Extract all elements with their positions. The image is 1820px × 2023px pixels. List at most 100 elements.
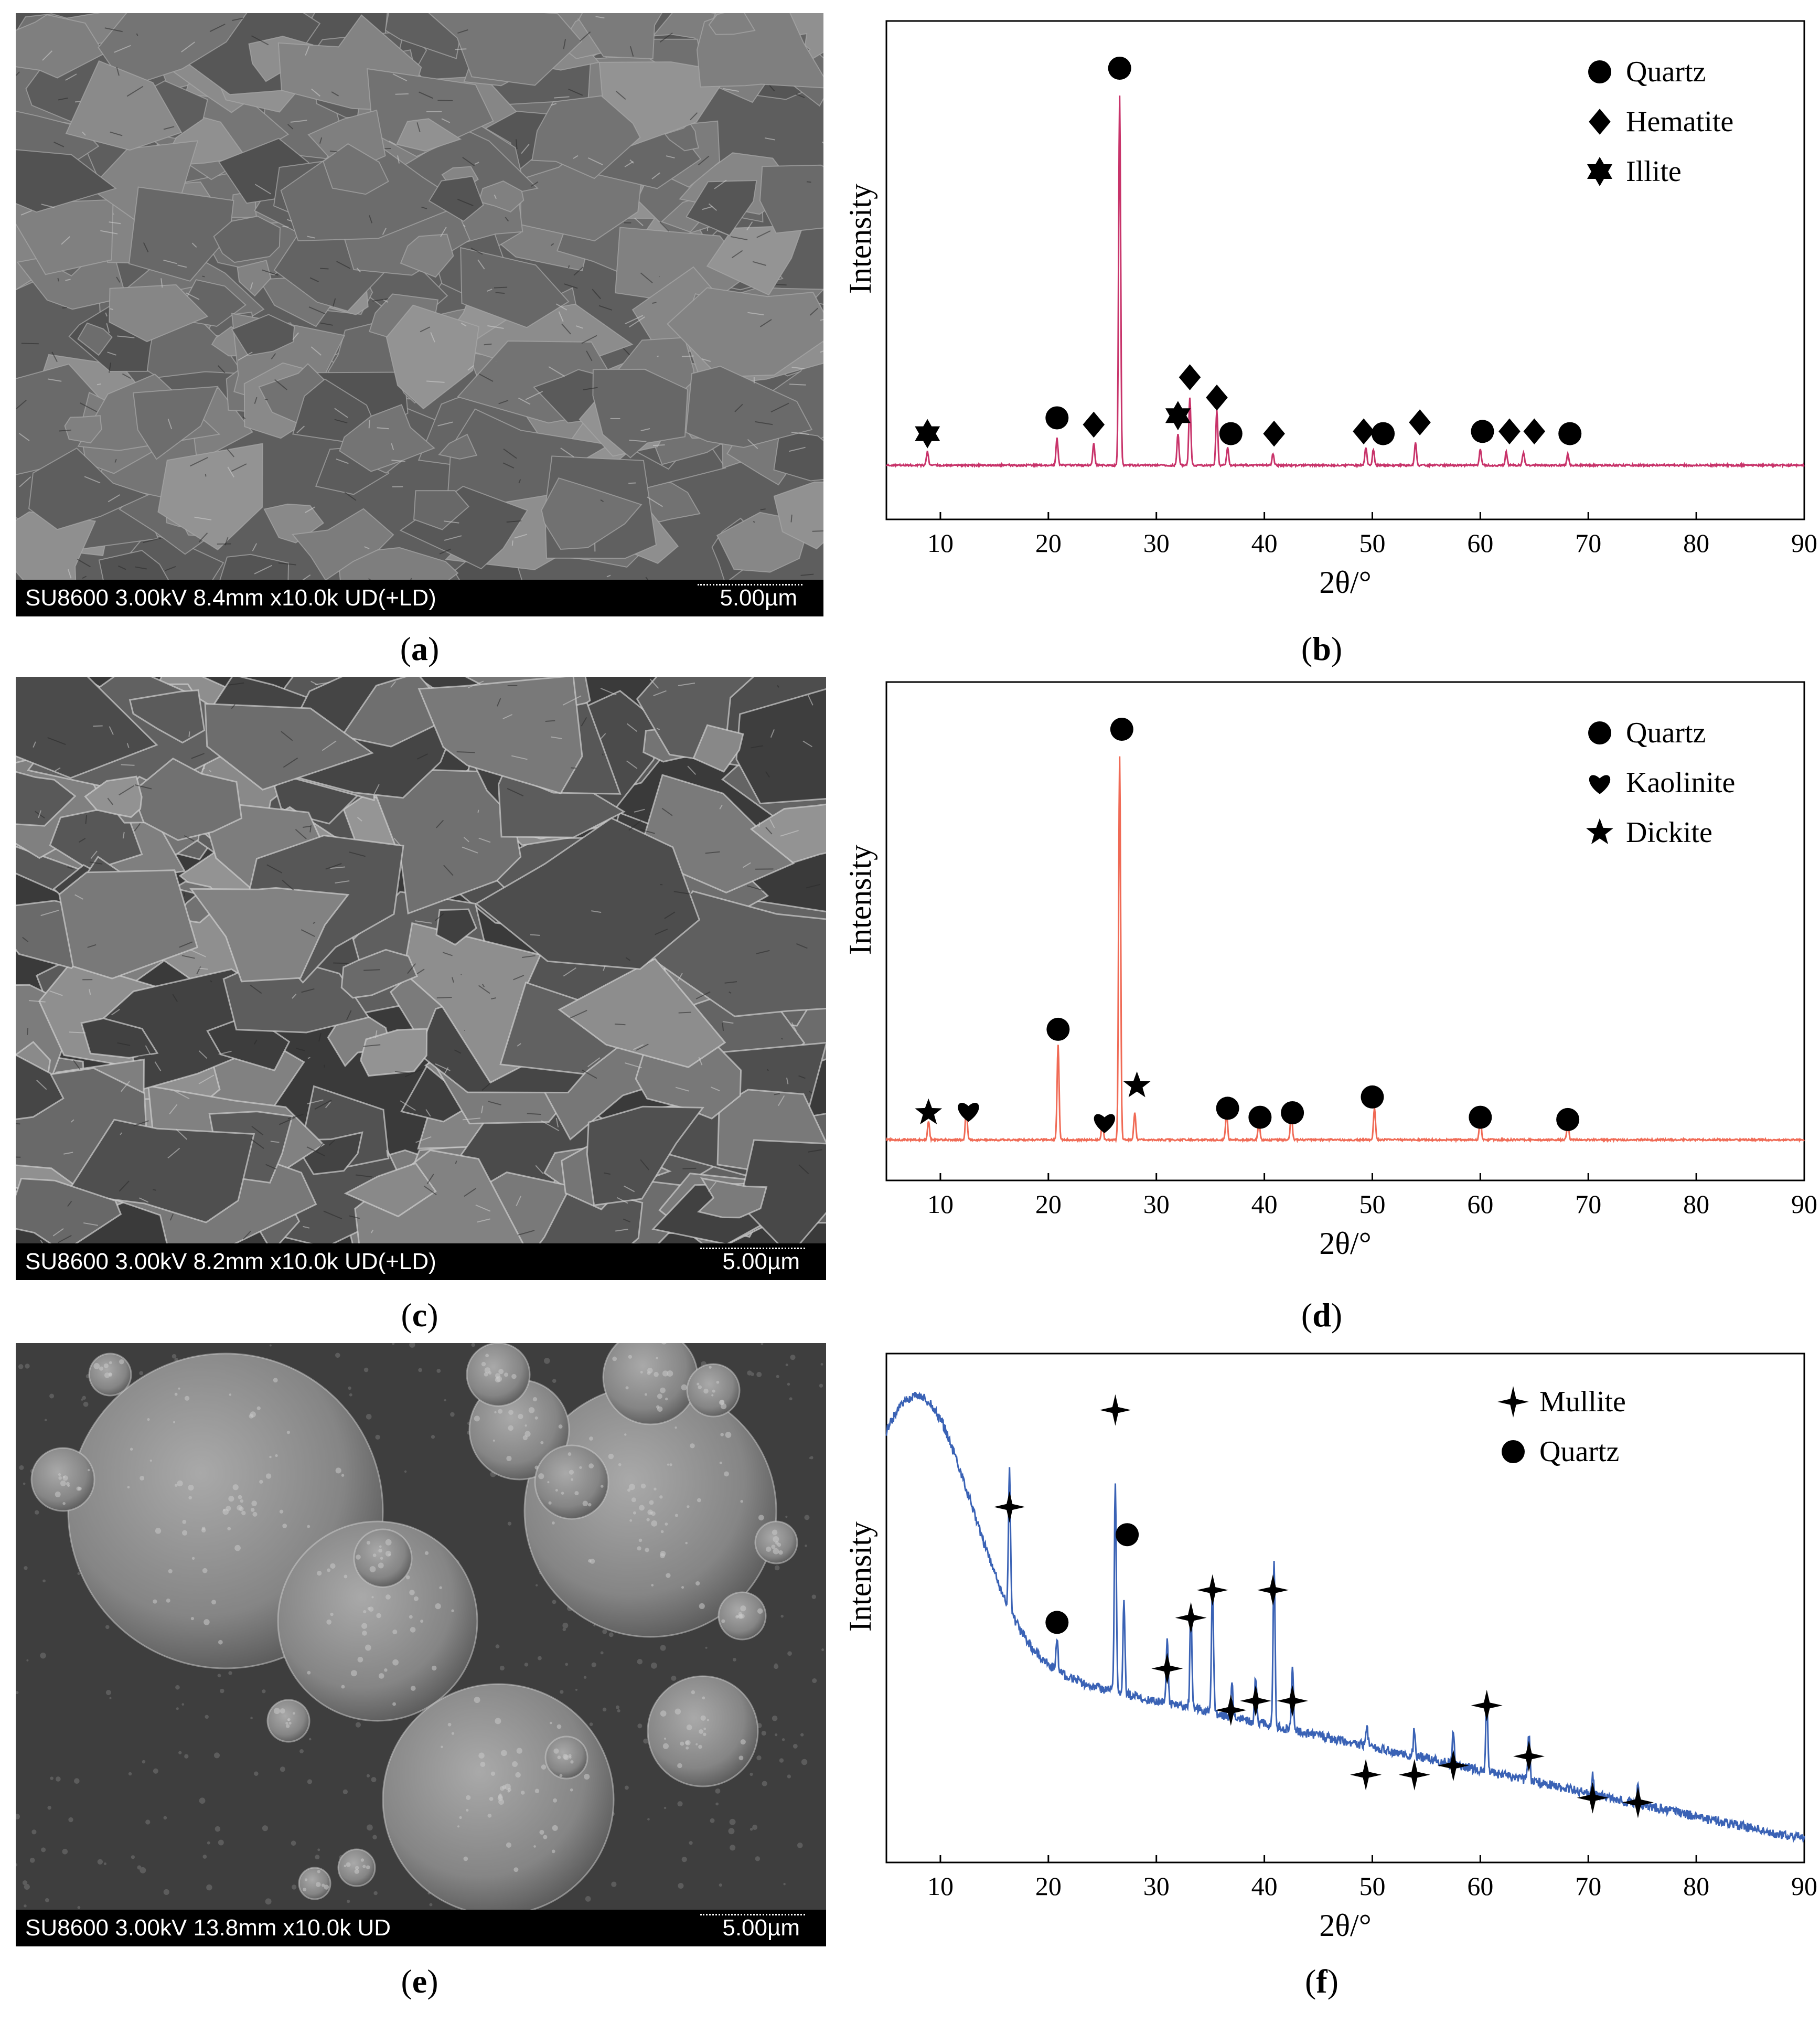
sem-particle [475,817,701,970]
phase-marker-sparkle [1437,1750,1469,1782]
phase-marker-diamond [1206,385,1228,411]
sem-particle [531,95,641,179]
sem-particle [578,13,662,60]
legend-label: Quartz [1539,1435,1619,1468]
sem-sphere [30,1447,95,1512]
x-tick-label: 30 [1143,1871,1170,1901]
phase-marker-sparkle [1277,1685,1309,1717]
sem-particle [16,199,114,275]
phase-marker-circle [1046,1017,1070,1041]
sem-particle [98,13,248,88]
sem-image-a: SU8600 3.00kV 8.4mm x10.0k UD(+LD) 5.00µ… [16,13,823,616]
phase-marker-sparkle [1099,1394,1131,1426]
sem-particle [28,447,150,530]
phase-marker-circle [1219,422,1243,445]
scale-line-c [700,1248,805,1249]
phase-marker-sparkle [1240,1685,1272,1717]
phase-marker-heart [1094,1114,1116,1133]
sem-particle [128,186,234,282]
sem-particle [413,490,470,530]
y-axis-label: Intensity [843,184,877,294]
sem-particle [16,771,77,827]
sem-info-text-c: SU8600 3.00kV 8.2mm x10.0k UD(+LD) [25,1249,436,1274]
sem-particle [237,260,272,297]
sem-particle [64,415,102,444]
sem-particle [428,175,484,222]
sem-particle [109,284,209,343]
phase-marker-sparkle [1398,1759,1430,1791]
sem-particle [16,1054,65,1120]
sem-particle [231,314,295,356]
sem-particle [400,233,454,278]
sem-texture-c [16,677,826,1243]
phase-marker-circle [1361,1085,1384,1109]
x-tick-label: 20 [1035,528,1062,558]
xrd-pattern [885,95,1805,469]
scale-label-c: 5.00µm [722,1249,800,1274]
caption-d: (d) [1301,1296,1343,1334]
sem-particle [16,14,105,79]
x-tick-label: 80 [1683,528,1709,558]
phase-marker-sparkle [1350,1759,1382,1791]
phase-marker-sparkle [1151,1653,1183,1685]
phase-marker-diamond [1263,420,1285,447]
sem-particle [65,60,183,151]
x-tick-label: 60 [1467,1189,1493,1219]
sem-texture-e [16,1343,826,1910]
caption-c: (c) [401,1296,438,1334]
x-tick-label: 10 [927,528,954,558]
phase-marker-sparkle [1196,1574,1228,1606]
x-tick-label: 10 [927,1189,954,1219]
sem-particle [386,304,480,410]
sem-particle [323,143,389,195]
y-axis-label: Intensity [843,1521,877,1632]
plot-frame [885,681,1805,1181]
legend-label: Mullite [1539,1386,1626,1418]
sem-particle [635,1045,742,1120]
phase-marker-diamond [1409,409,1431,435]
sem-info-bar-c: SU8600 3.00kV 8.2mm x10.0k UD(+LD) 5.00µ… [16,1243,826,1280]
legend-label: Dickite [1626,816,1712,849]
x-tick-label: 40 [1251,1871,1278,1901]
sem-particle [435,908,477,946]
legend-label: Quartz [1626,56,1706,88]
sem-particle [667,287,823,378]
x-tick-label: 70 [1575,1871,1601,1901]
phase-marker-circle [1556,1108,1580,1131]
phase-marker-sparkle [1471,1689,1503,1721]
sem-particle [65,1119,255,1223]
sem-particle [541,477,643,550]
sem-particle [417,677,583,794]
plot-frame [885,20,1805,520]
x-tick-label: 60 [1467,1871,1493,1901]
sem-particle [80,1017,159,1059]
sem-particle [360,1028,428,1077]
phase-marker-circle [1502,1440,1525,1463]
sem-particle [399,485,528,570]
x-tick-label: 50 [1359,1189,1385,1219]
x-tick-label: 90 [1791,528,1817,558]
sem-particle [354,1149,524,1243]
x-tick-label: 90 [1791,1189,1817,1219]
sem-particle [204,702,374,791]
phase-marker-sparkle [1215,1694,1247,1726]
phase-marker-sparkle [993,1491,1025,1523]
legend-label: Quartz [1626,717,1706,749]
sem-particle [592,368,689,459]
sem-particle [344,1162,437,1218]
x-tick-label: 50 [1359,1871,1385,1901]
caption-e: (e) [401,1963,438,2000]
phase-marker-circle [1588,60,1611,83]
sem-info-text-e: SU8600 3.00kV 13.8mm x10.0k UD [25,1915,391,1941]
sem-texture-a [16,13,823,580]
phase-marker-circle [1248,1105,1272,1129]
phase-marker-hexstar [915,419,940,449]
sem-particle [586,1105,704,1206]
legend-label: Illite [1626,155,1682,188]
x-tick-label: 40 [1251,1189,1278,1219]
phase-marker-circle [1110,718,1133,741]
phase-marker-sparkle [1257,1574,1289,1606]
sem-info-bar-a: SU8600 3.00kV 8.4mm x10.0k UD(+LD) 5.00µ… [16,580,823,616]
scale-line-e [700,1914,805,1915]
phase-marker-circle [1558,422,1582,445]
